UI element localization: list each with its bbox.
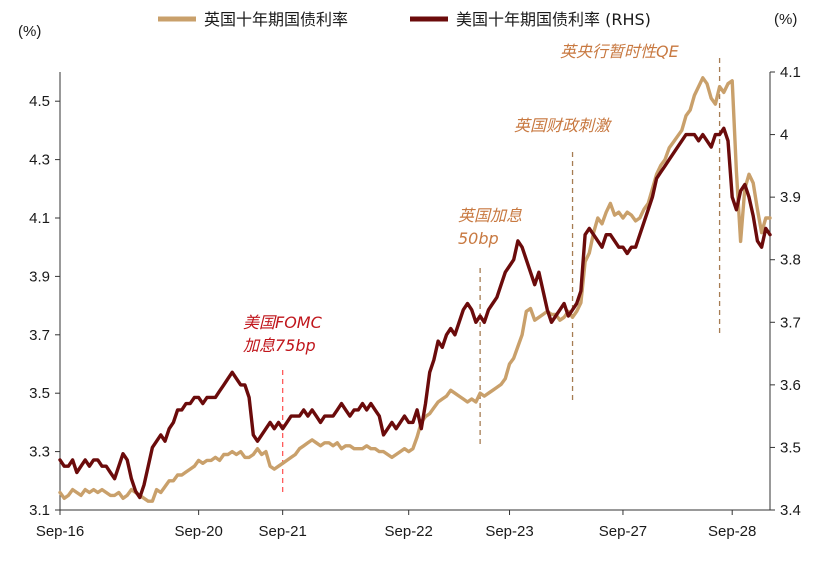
left-tick-label: 3.1 bbox=[29, 502, 50, 519]
right-tick-label: 3.6 bbox=[780, 377, 801, 394]
right-tick-label: 3.9 bbox=[780, 189, 801, 206]
x-tick-label: Sep-28 bbox=[708, 523, 756, 540]
annotation-label: 美国FOMC bbox=[243, 313, 323, 332]
series-lines bbox=[58, 76, 772, 503]
right-tick-label: 3.7 bbox=[780, 314, 801, 331]
x-tick-label: Sep-16 bbox=[36, 523, 84, 540]
right-tick-label: 3.4 bbox=[780, 502, 801, 519]
uk-10y-yield-line bbox=[58, 76, 772, 503]
legend-label: 英国十年期国债利率 bbox=[204, 10, 348, 29]
x-tick-label: Sep-21 bbox=[258, 523, 306, 540]
annotations: 美国FOMC 加息75bp 英国加息 50bp 英国财政刺激 英央行暂时性QE bbox=[243, 42, 721, 492]
annotation-label: 英国财政刺激 bbox=[514, 116, 612, 135]
legend: 英国十年期国债利率 美国十年期国债利率 (RHS) bbox=[158, 10, 651, 29]
annotation-label: 50bp bbox=[458, 229, 499, 248]
left-tick-label: 4.1 bbox=[29, 210, 50, 227]
x-tick-label: Sep-20 bbox=[174, 523, 222, 540]
right-tick-label: 3.5 bbox=[780, 439, 801, 456]
us-10y-yield-line bbox=[58, 126, 772, 500]
legend-label: 美国十年期国债利率 (RHS) bbox=[456, 10, 651, 29]
right-unit-label: (%) bbox=[774, 11, 797, 28]
right-tick-label: 3.8 bbox=[780, 252, 801, 269]
x-tick-label: Sep-23 bbox=[485, 523, 533, 540]
left-unit-label: (%) bbox=[18, 23, 41, 40]
left-tick-label: 3.9 bbox=[29, 268, 50, 285]
left-tick-label: 3.5 bbox=[29, 385, 50, 402]
right-tick-label: 4.1 bbox=[780, 64, 801, 81]
right-tick-label: 4 bbox=[780, 127, 788, 144]
annotation-label: 英国加息 bbox=[458, 206, 522, 225]
axes: (%) (%) 3.1 3.3 3.5 3.7 3.9 4.1 4.3 4.5 3.4 3.5 3.6 3… bbox=[18, 11, 801, 540]
annotation-label: 英央行暂时性QE bbox=[560, 42, 680, 61]
left-tick-label: 4.5 bbox=[29, 93, 50, 110]
x-tick-label: Sep-27 bbox=[599, 523, 647, 540]
left-tick-label: 4.3 bbox=[29, 152, 50, 169]
left-tick-label: 3.7 bbox=[29, 327, 50, 344]
annotation-label: 加息75bp bbox=[243, 336, 316, 355]
x-tick-label: Sep-22 bbox=[385, 523, 433, 540]
left-tick-label: 3.3 bbox=[29, 444, 50, 461]
